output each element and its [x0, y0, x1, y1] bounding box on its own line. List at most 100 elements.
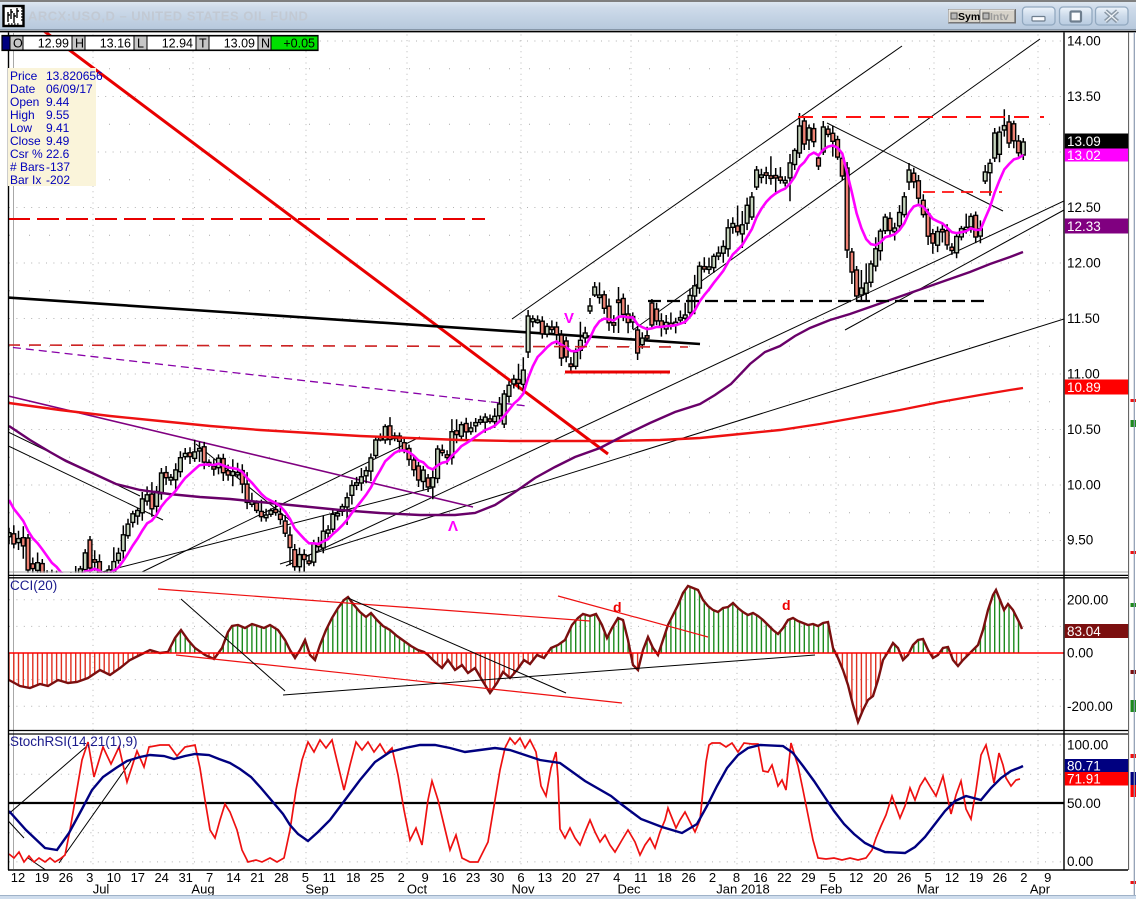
svg-text:Sym: Sym [958, 11, 980, 23]
svg-text:9: 9 [1044, 870, 1051, 885]
svg-text:13.09: 13.09 [1067, 134, 1101, 149]
svg-text:9.44: 9.44 [46, 95, 70, 109]
svg-text:d: d [782, 597, 791, 613]
svg-text:12: 12 [945, 870, 959, 885]
svg-text:71.91: 71.91 [1067, 772, 1101, 787]
svg-text:18: 18 [657, 870, 671, 885]
svg-text:L: L [137, 36, 144, 50]
svg-text:Csr %: Csr % [10, 147, 43, 161]
svg-text:Λ: Λ [448, 518, 458, 535]
svg-text:31: 31 [178, 870, 192, 885]
svg-text:T: T [199, 36, 207, 50]
svg-text:28: 28 [274, 870, 288, 885]
svg-text:Open: Open [10, 95, 39, 109]
svg-text:+0.05: +0.05 [283, 36, 315, 50]
svg-text:20: 20 [562, 870, 576, 885]
svg-text:H: H [75, 36, 84, 50]
svg-text:9.55: 9.55 [46, 108, 70, 122]
svg-text:Aug: Aug [191, 882, 214, 897]
svg-text:06/09/17: 06/09/17 [46, 82, 93, 96]
svg-text:26: 26 [897, 870, 911, 885]
svg-text:26: 26 [681, 870, 695, 885]
svg-text:d: d [613, 599, 622, 615]
svg-text:10.89: 10.89 [1067, 380, 1101, 395]
svg-text:12.00: 12.00 [1067, 256, 1101, 271]
svg-text:25: 25 [370, 870, 384, 885]
svg-text:19: 19 [35, 870, 49, 885]
svg-text:ARCX:USO,D – UNITED STATES OIL: ARCX:USO,D – UNITED STATES OIL FUND [28, 9, 308, 24]
svg-text:17: 17 [131, 870, 145, 885]
svg-text:5: 5 [302, 870, 309, 885]
svg-text:0.00: 0.00 [1067, 646, 1093, 661]
svg-text:N: N [261, 36, 270, 50]
svg-text:5: 5 [829, 870, 836, 885]
svg-text:Feb: Feb [820, 882, 842, 897]
svg-text:13.50: 13.50 [1067, 89, 1101, 104]
svg-text:22.6: 22.6 [46, 147, 70, 161]
svg-text:14: 14 [226, 870, 240, 885]
svg-text:Jul: Jul [93, 882, 110, 897]
svg-text:-137: -137 [46, 160, 70, 174]
svg-text:Oct: Oct [407, 882, 428, 897]
svg-text:23: 23 [466, 870, 480, 885]
svg-text:0.00: 0.00 [1067, 854, 1093, 869]
svg-text:18: 18 [346, 870, 360, 885]
svg-text:11.50: 11.50 [1067, 311, 1100, 326]
svg-text:13.09: 13.09 [224, 36, 255, 50]
svg-text:2: 2 [1020, 870, 1027, 885]
svg-text:# Bars: # Bars [10, 160, 45, 174]
svg-text:10.50: 10.50 [1067, 422, 1101, 437]
svg-text:9: 9 [421, 870, 428, 885]
svg-text:13.16: 13.16 [100, 36, 131, 50]
svg-text:StochRSI(14,21(1),9): StochRSI(14,21(1),9) [10, 734, 138, 749]
svg-text:29: 29 [801, 870, 815, 885]
svg-text:Sep: Sep [305, 882, 328, 897]
svg-text:-200.00: -200.00 [1067, 699, 1113, 714]
svg-text:12.99: 12.99 [38, 36, 69, 50]
svg-text:26: 26 [59, 870, 73, 885]
svg-text:24: 24 [154, 870, 168, 885]
svg-text:4: 4 [613, 870, 620, 885]
svg-text:12.50: 12.50 [1067, 200, 1101, 215]
svg-text:Bar Ix: Bar Ix [10, 173, 41, 187]
svg-text:83.04: 83.04 [1067, 624, 1101, 639]
svg-text:Dec: Dec [617, 882, 641, 897]
svg-text:CCI(20): CCI(20) [10, 578, 57, 593]
svg-text:80.71: 80.71 [1067, 758, 1101, 773]
svg-text:19: 19 [969, 870, 983, 885]
svg-text:V: V [564, 310, 574, 327]
svg-text:26: 26 [993, 870, 1007, 885]
svg-text:9.50: 9.50 [1067, 533, 1093, 548]
svg-text:11.00: 11.00 [1067, 367, 1100, 382]
svg-text:Low: Low [10, 121, 32, 135]
svg-text:11: 11 [634, 870, 648, 885]
svg-text:10.00: 10.00 [1067, 478, 1101, 493]
svg-text:Mar: Mar [917, 882, 940, 897]
svg-text:21: 21 [250, 870, 264, 885]
svg-text:Price: Price [10, 69, 38, 83]
svg-text:13: 13 [538, 870, 552, 885]
svg-text:7: 7 [206, 870, 213, 885]
svg-text:Date: Date [10, 82, 36, 96]
svg-text:14.00: 14.00 [1067, 34, 1101, 49]
svg-text:16: 16 [753, 870, 767, 885]
svg-text:10: 10 [107, 870, 121, 885]
svg-text:13.02: 13.02 [1067, 148, 1101, 163]
svg-text:100.00: 100.00 [1067, 738, 1108, 753]
svg-text:16: 16 [442, 870, 456, 885]
svg-text:Jan 2018: Jan 2018 [716, 882, 770, 897]
svg-text:12: 12 [11, 870, 25, 885]
svg-text:200.00: 200.00 [1067, 593, 1108, 608]
svg-text:O: O [13, 36, 23, 50]
svg-text:12: 12 [849, 870, 863, 885]
svg-text:5: 5 [924, 870, 931, 885]
svg-text:9.41: 9.41 [46, 121, 70, 135]
svg-text:30: 30 [490, 870, 504, 885]
svg-text:12.33: 12.33 [1067, 219, 1101, 234]
svg-text:2: 2 [398, 870, 405, 885]
svg-text:50.00: 50.00 [1067, 796, 1101, 811]
svg-text:Apr: Apr [1030, 882, 1051, 897]
svg-text:Nov: Nov [511, 882, 535, 897]
svg-text:-202: -202 [46, 173, 70, 187]
svg-text:13.820656: 13.820656 [46, 69, 103, 83]
